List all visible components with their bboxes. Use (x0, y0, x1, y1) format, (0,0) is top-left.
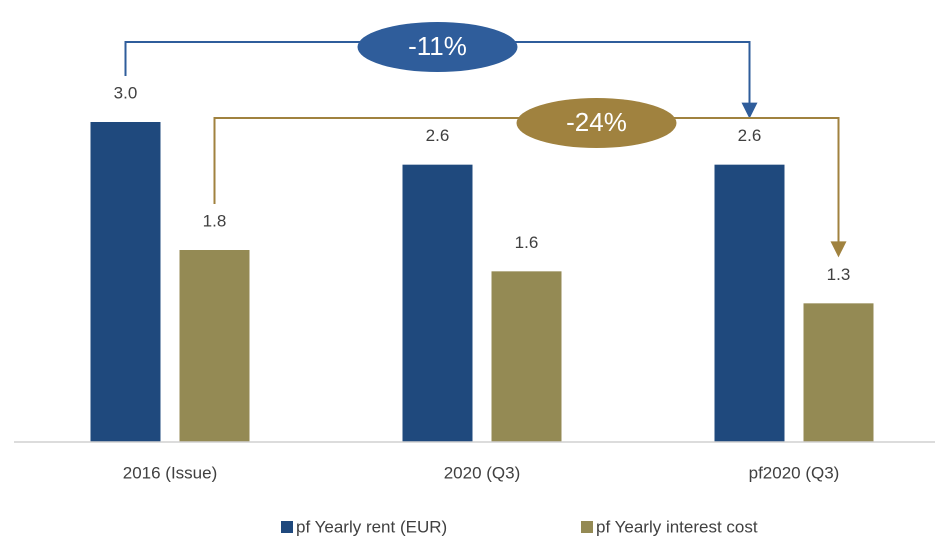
legend-label: pf Yearly rent (EUR) (296, 517, 447, 536)
data-label: 2.6 (738, 126, 762, 145)
x-tick-label: 2016 (Issue) (123, 463, 218, 482)
bar (90, 122, 161, 442)
arrow-head (830, 241, 847, 258)
data-label: 1.8 (203, 211, 227, 230)
bar (179, 250, 250, 442)
bar (714, 164, 785, 442)
annotation-bubble (357, 22, 518, 72)
arrow-head (741, 102, 758, 119)
bar (803, 303, 874, 442)
data-label: 3.0 (114, 83, 138, 102)
data-label: 2.6 (426, 126, 450, 145)
x-tick-label: 2020 (Q3) (444, 463, 521, 482)
annotation-bubble (516, 98, 677, 148)
annotation-text: -24% (566, 107, 627, 137)
x-tick-label: pf2020 (Q3) (749, 463, 840, 482)
bar (491, 271, 562, 442)
annotation-text: -11% (408, 31, 467, 61)
legend-swatch (281, 521, 293, 533)
legend-label: pf Yearly interest cost (596, 517, 758, 536)
data-label: 1.3 (827, 265, 851, 284)
legend-swatch (581, 521, 593, 533)
bar (402, 164, 473, 442)
data-label: 1.6 (515, 233, 539, 252)
